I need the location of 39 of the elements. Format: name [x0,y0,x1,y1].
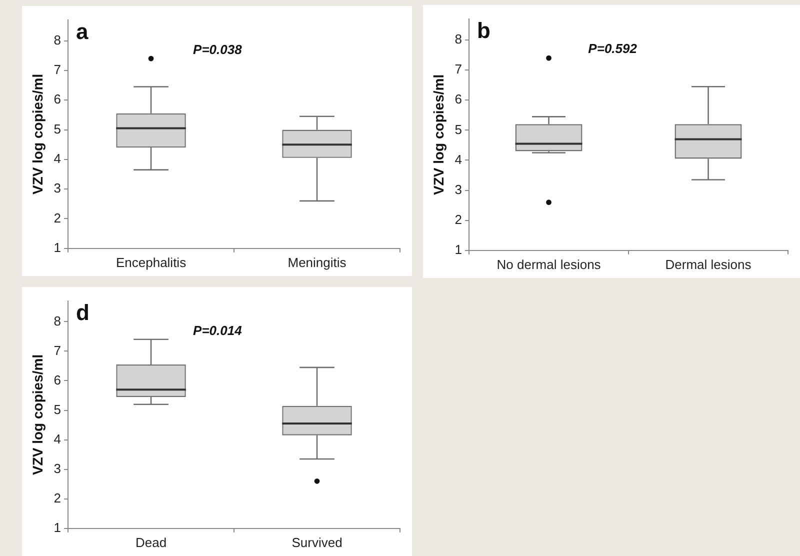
annotation: P=0.014 [193,323,243,338]
y-tick-label: 1 [54,520,62,535]
y-tick-label: 2 [454,212,462,227]
y-tick-label: 6 [54,372,62,388]
y-tick-label: 3 [54,460,62,476]
x-tick-label: Survived [292,534,342,550]
x-tick-label: Encephalitis [116,254,187,270]
y-tick-label: 7 [54,342,62,358]
y-tick-label: 7 [54,62,62,78]
y-tick-label: 2 [54,490,62,506]
chart-title: d [76,300,90,326]
y-tick-label: 7 [454,62,462,77]
y-tick-label: 4 [454,152,462,167]
y-tick-label: 4 [54,431,62,446]
y-tick-label: 8 [54,313,62,328]
chart-title: b [477,18,490,44]
chart-title: a [76,19,90,44]
y-tick-label: 1 [54,240,62,255]
y-tick-label: 5 [54,121,62,136]
y-tick-label: 3 [54,180,62,196]
x-tick-label: No dermal lesions [496,256,602,272]
y-tick-label: 6 [454,92,462,107]
y-axis-title: VZV log copies/ml [29,74,46,194]
y-axis-title: VZV log copies/ml [29,354,46,475]
y-tick-label: 2 [54,210,62,226]
y-tick-label: 8 [454,32,462,47]
x-tick-label: Dermal lesions [665,256,752,272]
y-tick-label: 8 [54,32,62,48]
y-tick-label: 3 [454,182,462,197]
annotation: P=0.038 [193,42,243,58]
annotation: P=0.592 [588,41,638,56]
y-tick-label: 4 [54,150,62,166]
y-axis-title: VZV log copies/ml [430,74,446,195]
y-tick-label: 1 [454,242,462,257]
x-tick-label: Meningitis [288,254,347,270]
y-tick-label: 5 [54,402,62,417]
y-tick-label: 6 [54,92,62,107]
y-tick-label: 5 [454,122,462,137]
x-tick-label: Dead [135,534,167,550]
